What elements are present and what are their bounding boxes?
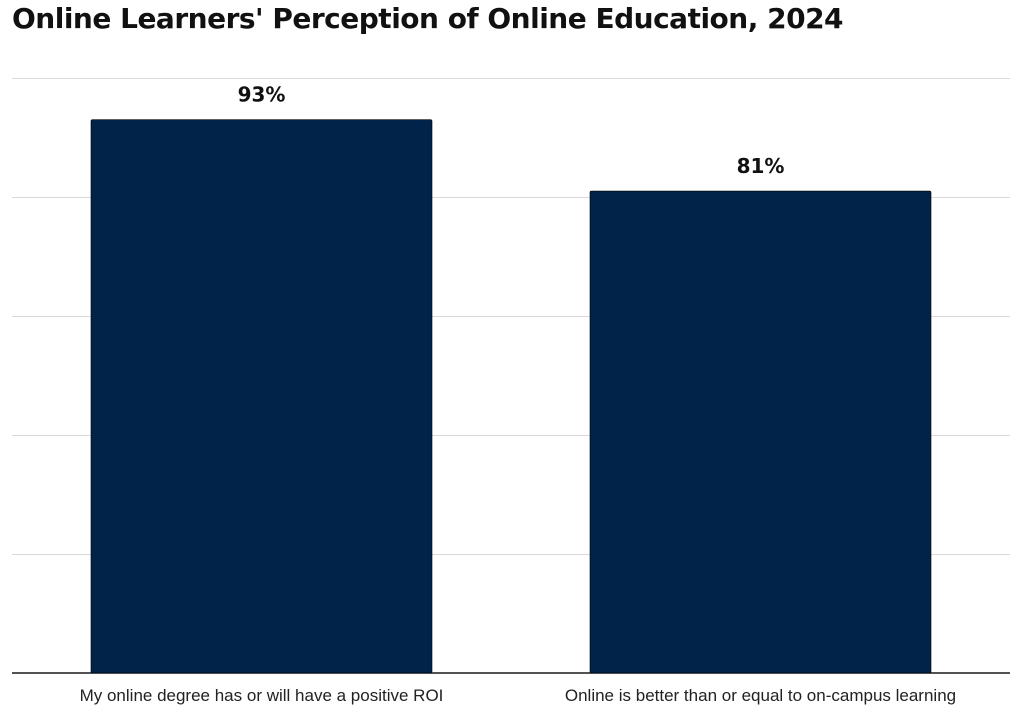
data-label-2: 81% [737,154,785,178]
bar-2 [589,190,932,674]
data-label-1: 93% [238,83,286,107]
bar-1 [90,119,433,674]
bars [90,119,932,674]
chart-title: Online Learners' Perception of Online Ed… [12,2,844,35]
x-tick-label-2: Online is better than or equal to on-cam… [565,686,956,705]
x-tick-label-1: My online degree has or will have a posi… [80,686,444,705]
data-labels: 93% 81% [238,83,785,178]
x-tick-labels: My online degree has or will have a posi… [80,686,957,705]
